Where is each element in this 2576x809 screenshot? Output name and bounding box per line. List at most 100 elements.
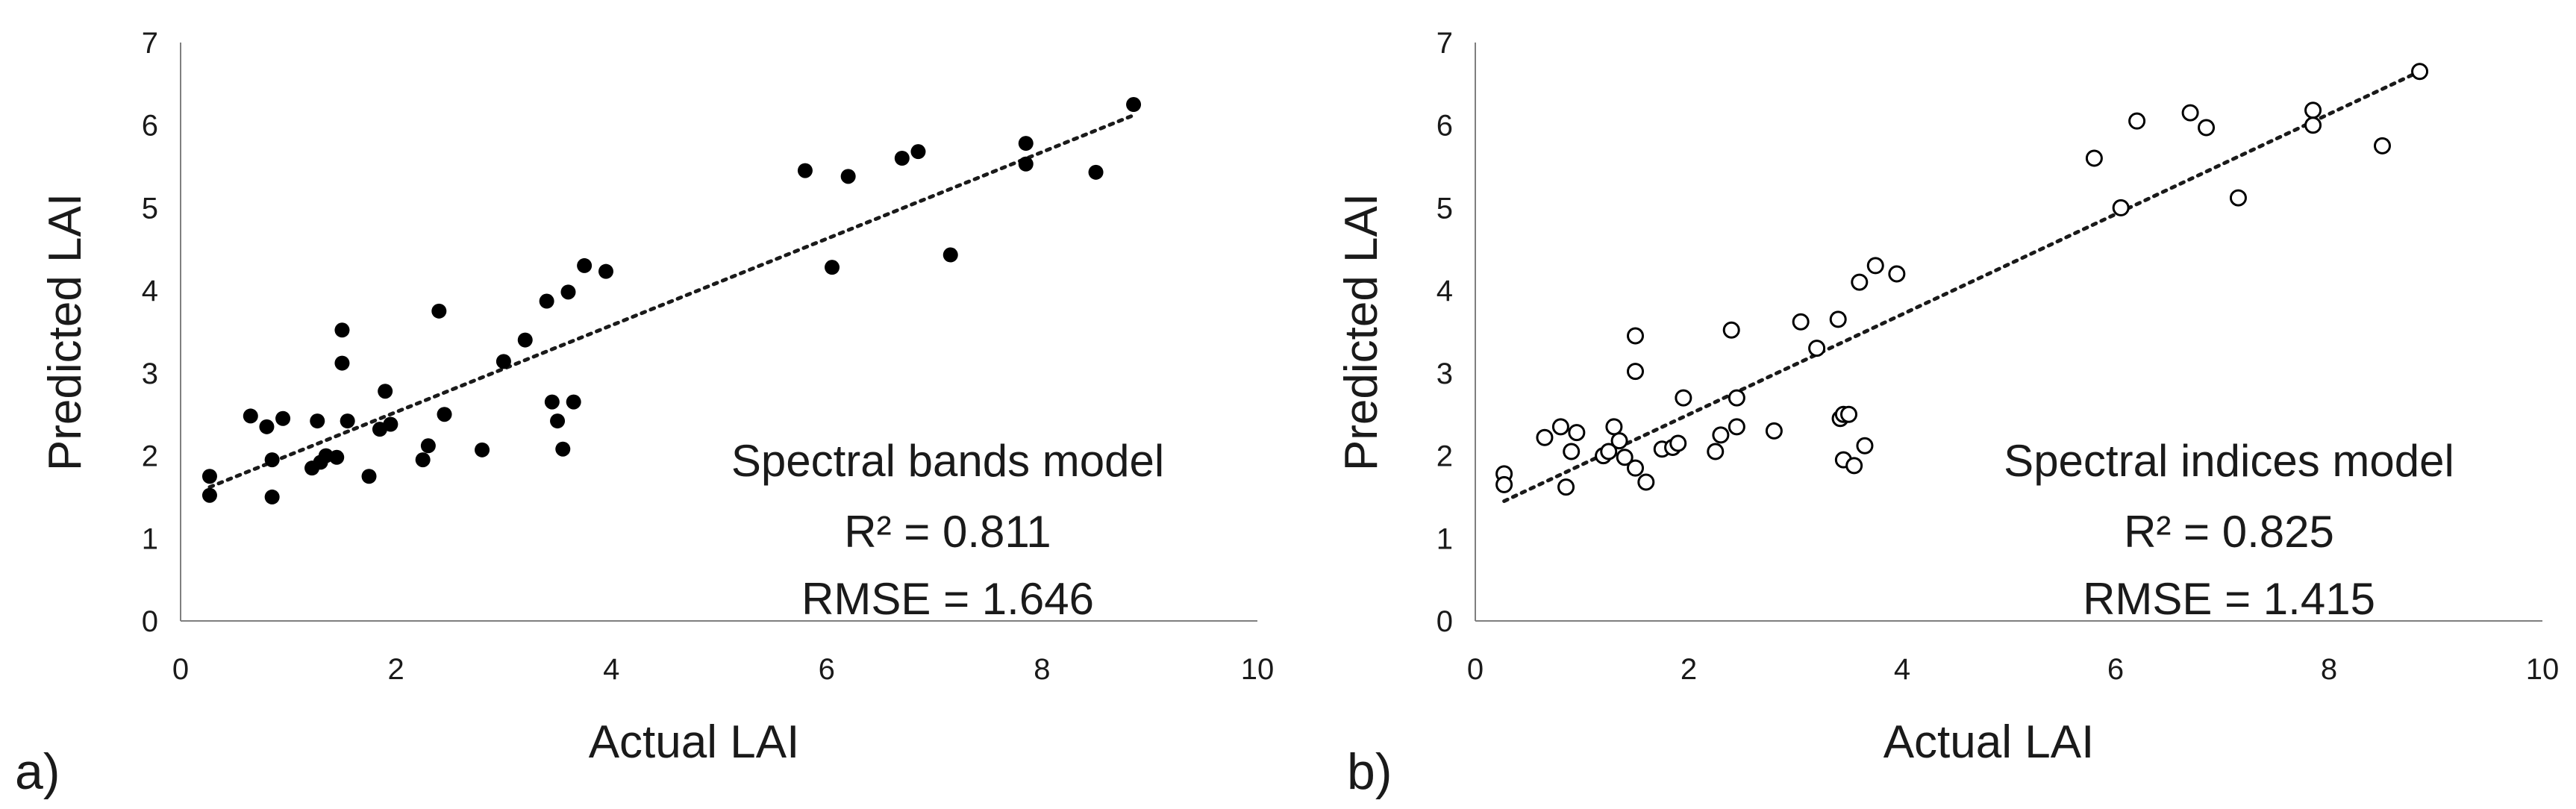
data-point [1610,432,1628,450]
chart-spectral-bands: 0 1 2 3 4 5 6 7 0 2 4 6 8 10 Predicted LAI Actual LA… [15,27,1274,800]
data-point [2128,112,2146,130]
data-point [1495,475,1513,493]
data-point [1728,389,1745,407]
data-points [201,97,1142,505]
data-point [1018,136,1034,152]
y-tick-label: 0 [142,605,158,638]
data-point [1568,424,1586,442]
data-point [1888,265,1906,283]
model-name-annotation: Spectral indices model [2004,436,2454,486]
data-point [1712,426,1730,444]
data-point [259,419,275,434]
data-point [420,438,436,454]
y-tick-label: 5 [142,192,158,225]
data-point [1851,273,1869,291]
x-tick-label: 4 [1894,653,1910,686]
data-point [334,355,350,371]
r-squared-annotation: R² = 0.825 [2124,507,2334,557]
data-point [1866,257,1884,275]
data-point [840,169,856,184]
data-point [2411,63,2429,81]
y-tick-label: 1 [142,522,158,555]
r-squared-annotation: R² = 0.811 [844,507,1051,557]
data-point [550,413,566,429]
y-tick-label: 5 [1437,192,1453,225]
data-point [1018,156,1034,172]
data-point [361,469,377,484]
data-point [598,263,613,279]
panel-label: b) [1347,743,1392,800]
data-point [243,408,258,424]
y-tick-label: 2 [142,440,158,473]
data-points [1495,63,2429,496]
data-point [1126,97,1142,113]
data-point [566,394,581,410]
data-point [1707,443,1725,460]
rmse-annotation: RMSE = 1.415 [2083,574,2375,624]
data-point [2229,189,2247,207]
y-tick-labels: 0 1 2 3 4 5 6 7 [1437,27,1453,638]
y-tick-label: 6 [142,110,158,143]
data-point [431,303,447,319]
data-point [1536,428,1554,446]
data-point [1728,418,1745,436]
y-axis-label: Predicted LAI [1336,193,1387,471]
data-point [1627,327,1644,345]
data-point [340,413,355,429]
data-point [1616,449,1634,466]
data-point [560,284,576,300]
data-point [1675,389,1692,407]
data-point [275,410,291,426]
x-tick-label: 4 [603,653,619,686]
data-point [1600,443,1618,460]
data-point [539,293,554,309]
data-point [544,394,560,410]
x-tick-label: 10 [2526,653,2560,686]
data-point [264,452,280,468]
data-point [2198,119,2216,137]
data-point [2181,104,2199,122]
data-point [797,163,813,178]
data-point [437,407,452,422]
data-point [2304,116,2322,134]
x-tick-label: 10 [1241,653,1275,686]
data-point [825,260,840,275]
trendline [207,113,1136,490]
x-axis-label: Actual LAI [1883,716,2095,768]
data-point [1627,459,1644,477]
data-point [415,452,431,468]
data-point [1845,457,1863,475]
data-point [2304,101,2322,119]
data-point [329,449,345,465]
data-point [1792,313,1810,331]
x-tick-labels: 0 2 4 6 8 10 [1467,653,2559,686]
data-point [1722,321,1740,339]
data-point [1808,340,1826,357]
x-tick-label: 8 [1034,653,1050,686]
data-point [1627,363,1644,381]
x-tick-label: 0 [172,653,189,686]
y-tick-label: 6 [1437,110,1453,143]
data-point [383,416,398,432]
x-tick-label: 2 [1681,653,1697,686]
data-point [1669,434,1687,452]
data-point [475,442,490,457]
model-name-annotation: Spectral bands model [731,436,1164,486]
data-point [1088,164,1104,180]
data-point [942,247,958,263]
data-point [378,384,393,399]
y-tick-label: 3 [142,357,158,390]
data-point [310,413,325,429]
y-tick-label: 3 [1437,357,1453,390]
data-point [2112,199,2130,216]
trendline [1502,69,2422,503]
y-tick-label: 4 [1437,275,1453,307]
data-point [2085,149,2103,167]
data-point [201,469,217,484]
data-point [1557,478,1575,496]
data-point [1829,310,1847,328]
x-tick-label: 2 [387,653,404,686]
data-point [555,441,571,457]
data-point [1551,418,1569,436]
